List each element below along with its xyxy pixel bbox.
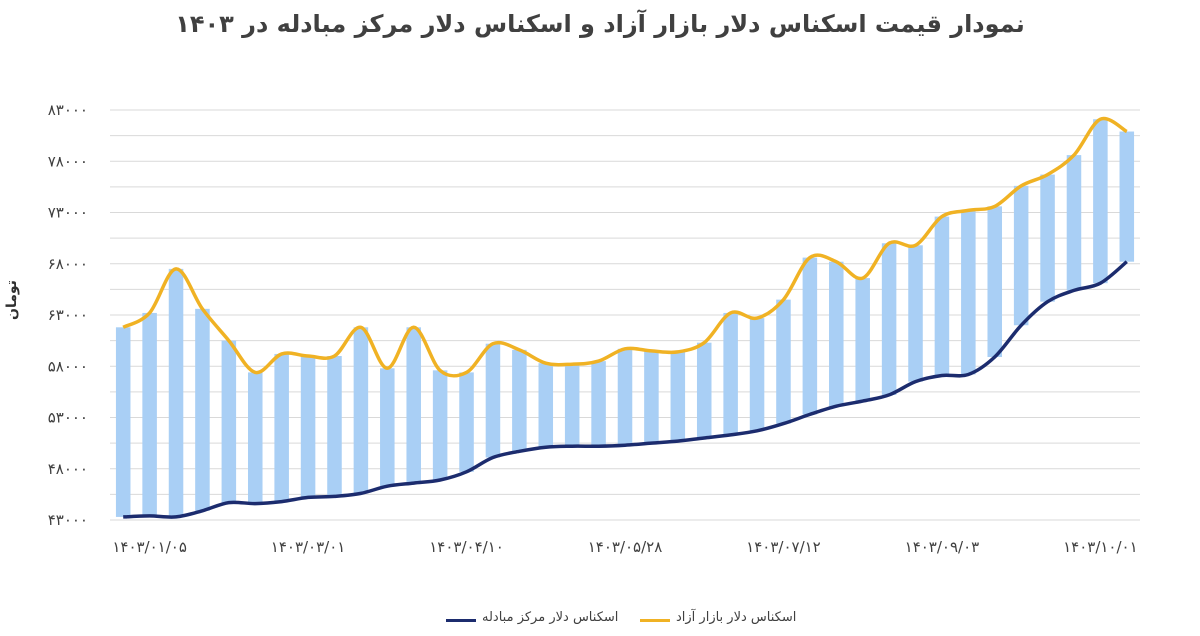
legend-swatch-exchange	[446, 619, 476, 622]
range-bar	[670, 351, 686, 442]
legend-label-free-market: اسکناس دلار بازار آزاد	[676, 610, 797, 625]
range-bar	[459, 372, 474, 472]
range-bar	[591, 361, 606, 447]
x-tick-label: ۱۴۰۳/۰۳/۰۱	[271, 538, 346, 556]
range-bar	[749, 318, 765, 431]
range-bar	[855, 278, 870, 402]
y-tick-label: ۴۸۰۰۰	[48, 460, 88, 478]
axis-labels: ۴۳۰۰۰ ۴۸۰۰۰ ۵۳۰۰۰ ۵۸۰۰۰ ۶۳۰۰۰ ۶۸۰۰۰ ۷۳۰۰۰ ۷۸۰۰۰…	[48, 101, 1138, 556]
range-bar	[274, 353, 289, 502]
range-bar	[908, 245, 923, 382]
range-bar	[432, 370, 448, 481]
legend-swatch-free-market	[640, 619, 670, 622]
series-line-free-market	[122, 116, 1128, 378]
grid-layer	[110, 109, 1140, 521]
x-tick-label: ۱۴۰۳/۰۱/۰۵	[112, 538, 187, 556]
range-bar	[776, 299, 791, 424]
x-tick-label: ۱۴۰۳/۰۴/۱۰	[429, 538, 504, 556]
range-bar	[617, 348, 633, 446]
chart-title: نمودار قیمت اسکناس دلار بازار آزاد و اسک…	[175, 10, 1025, 38]
y-tick-label: ۵۸۰۰۰	[48, 357, 88, 375]
range-bar	[485, 343, 501, 458]
range-bar	[881, 243, 897, 395]
range-bar	[327, 356, 342, 497]
series-lines	[122, 116, 1128, 519]
range-bar	[142, 312, 157, 516]
range-bar	[564, 364, 580, 447]
range-bar	[696, 342, 712, 438]
x-tick-label: ۱۴۰۳/۰۵/۲۸	[588, 538, 663, 556]
range-bar	[934, 216, 950, 376]
y-tick-label: ۷۸۰۰۰	[48, 152, 88, 170]
range-bar	[380, 368, 395, 487]
legend: اسکناس دلار مرکز مبادله اسکناس دلار بازا…	[0, 606, 1200, 630]
range-bar	[961, 210, 976, 375]
range-bar	[512, 349, 527, 452]
y-tick-label: ۶۸۰۰۰	[48, 255, 88, 273]
series-line-exchange-center	[123, 260, 1128, 519]
range-bar	[538, 363, 554, 448]
range-bar	[802, 257, 818, 415]
y-tick-label: ۸۳۰۰۰	[48, 101, 88, 119]
x-tick-label: ۱۴۰۳/۰۹/۰۳	[905, 538, 980, 556]
range-bar	[829, 261, 844, 407]
range-bars	[115, 119, 1135, 517]
range-bar	[221, 340, 237, 503]
range-bar	[195, 308, 210, 511]
y-tick-label: ۷۳۰۰۰	[48, 204, 88, 222]
chart-plot: ۴۳۰۰۰ ۴۸۰۰۰ ۵۳۰۰۰ ۵۸۰۰۰ ۶۳۰۰۰ ۶۸۰۰۰ ۷۳۰۰۰ ۷۸۰۰۰…	[48, 101, 1140, 556]
x-tick-label: ۱۴۰۳/۰۷/۱۲	[746, 538, 821, 556]
range-bar	[1066, 155, 1082, 291]
x-tick-label: ۱۴۰۳/۱۰/۰۱	[1063, 538, 1138, 556]
range-bar	[115, 327, 131, 517]
legend-label-exchange: اسکناس دلار مرکز مبادله	[482, 610, 619, 625]
range-bar	[300, 356, 316, 498]
range-bar	[353, 327, 369, 494]
range-bar	[1040, 174, 1055, 302]
range-bar	[723, 312, 738, 435]
y-tick-label: ۵۳۰۰۰	[48, 409, 88, 427]
range-bar	[1013, 185, 1029, 326]
range-bar	[644, 350, 659, 444]
range-bar	[406, 327, 421, 484]
range-bar	[247, 372, 263, 504]
range-bar	[1093, 119, 1108, 284]
range-bar	[987, 206, 1003, 358]
range-bar	[168, 268, 184, 517]
range-bar	[1119, 131, 1135, 262]
y-tick-label: ۶۳۰۰۰	[48, 306, 88, 324]
y-tick-label: ۴۳۰۰۰	[48, 511, 88, 529]
